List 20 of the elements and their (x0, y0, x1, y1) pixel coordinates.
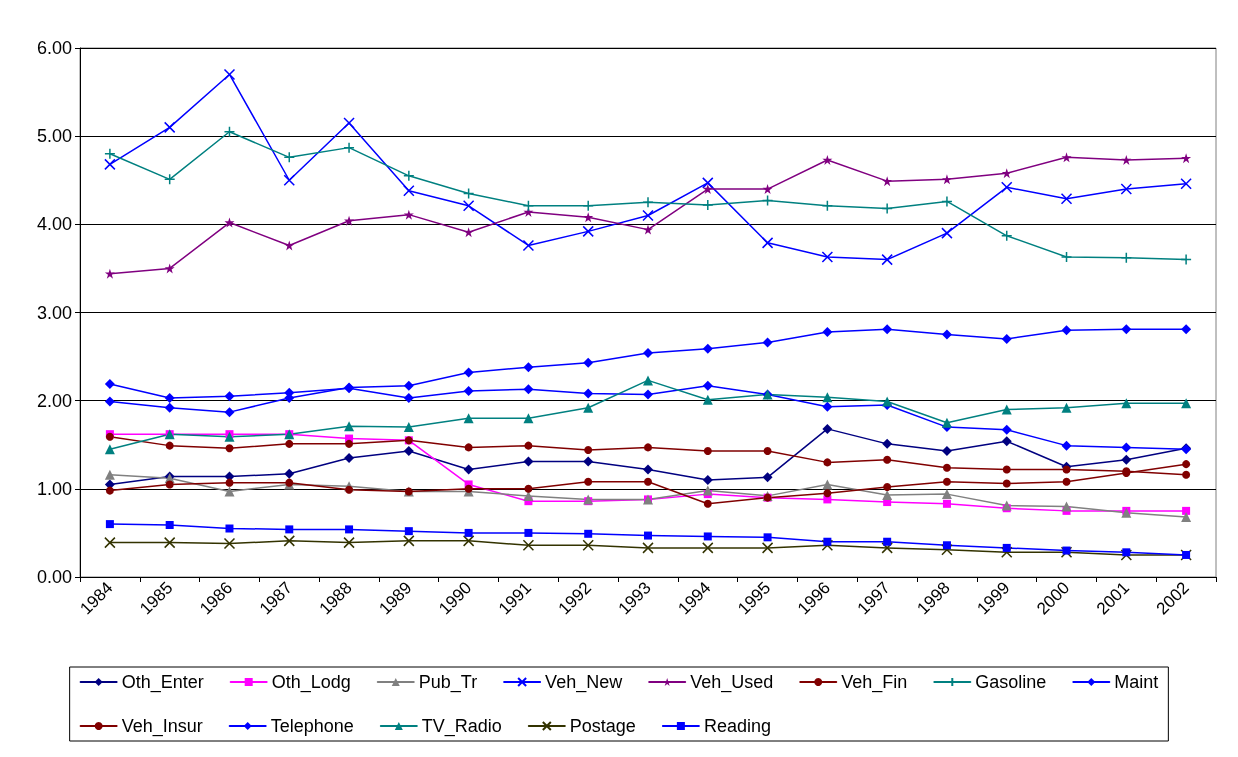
legend-label: Maint (1114, 672, 1159, 692)
y-tick-label: 0.00 (36, 567, 72, 587)
y-tick-label: 3.00 (36, 302, 72, 323)
legend-label: Veh_New (545, 672, 624, 693)
legend-label: Telephone (270, 716, 354, 736)
legend-label: Gasoline (975, 672, 1047, 692)
y-tick-label: 4.00 (36, 214, 72, 235)
y-tick-label: 2.00 (36, 390, 72, 411)
legend-label: Oth_Lodg (271, 672, 351, 693)
legend-label: Reading (703, 716, 771, 736)
y-tick-label: 1.00 (36, 478, 72, 499)
y-tick-label: 5.00 (36, 126, 72, 147)
y-tick-label: 6.00 (36, 38, 72, 58)
legend-label: Veh_Insur (121, 716, 203, 737)
legend-label: Postage (569, 716, 636, 736)
legend-label: Pub_Tr (418, 672, 478, 693)
legend-label: Veh_Fin (841, 672, 908, 693)
legend-label: TV_Radio (421, 716, 502, 737)
legend-label: Veh_Used (690, 672, 774, 693)
legend-label: Oth_Enter (121, 672, 204, 693)
